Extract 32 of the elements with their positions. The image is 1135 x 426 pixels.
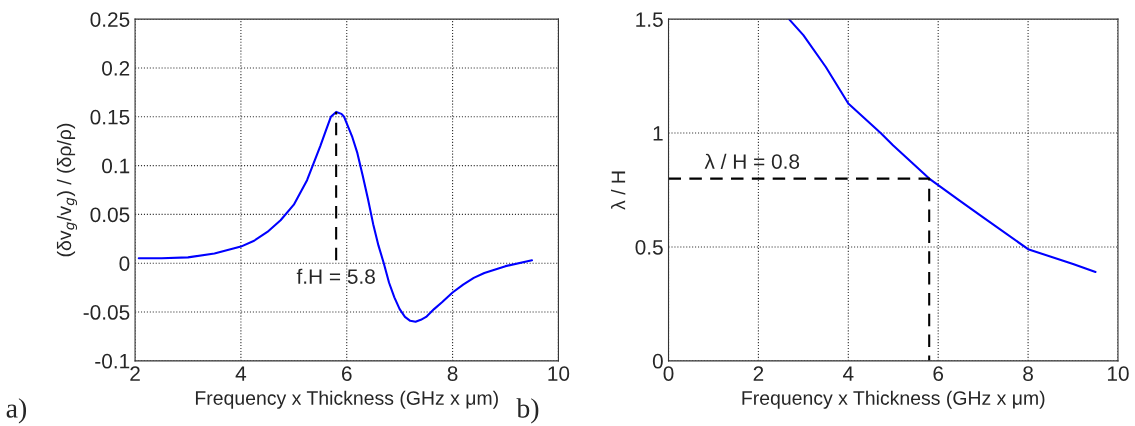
x-tick-label: 6 xyxy=(342,366,352,381)
x-tick-label: 8 xyxy=(447,366,458,381)
y-tick-label: 0 xyxy=(119,256,130,271)
x-tick-label: 2 xyxy=(753,366,764,381)
y-tick-label: 0.25 xyxy=(90,12,130,27)
x-tick-label: 4 xyxy=(842,366,854,381)
x-tick-label: 10 xyxy=(548,366,570,381)
y-tick-label: 0.05 xyxy=(90,207,130,223)
x-tick-label: 8 xyxy=(1023,366,1033,381)
y-tick-label: 1 xyxy=(653,126,663,141)
y-tick-label: 0.2 xyxy=(102,60,130,76)
y-tick-label: -0.05 xyxy=(83,305,130,320)
y-tick-label: 0 xyxy=(652,353,663,369)
y-axis-title: λ / H xyxy=(611,171,626,210)
annotation: f.H = 5.8 xyxy=(296,268,375,284)
y-tick-label: 0.1 xyxy=(102,158,130,174)
y-tick-label: -0.1 xyxy=(95,353,130,369)
y-tick-label: 0.15 xyxy=(90,109,130,125)
x-axis-title: Frequency x Thickness (GHz x μm) xyxy=(195,390,498,409)
x-axis-title: Frequency x Thickness (GHz x μm) xyxy=(742,390,1045,409)
y-tick-label: 1.5 xyxy=(636,12,663,27)
y-axis-title: (δv$_{g}$/v$_{g}$) / (δρ/ρ) xyxy=(56,123,78,257)
text: a) xyxy=(6,398,27,424)
x-tick-label: 6 xyxy=(933,366,944,381)
x-tick-label: 2 xyxy=(130,366,140,381)
x-tick-label: 4 xyxy=(235,366,247,381)
y-tick-label: 0.5 xyxy=(635,239,663,255)
x-tick-label: 10 xyxy=(1107,366,1129,381)
annotation: λ / H = 0.8 xyxy=(704,153,800,169)
line-series xyxy=(137,110,533,323)
text: b) xyxy=(516,398,539,424)
x-tick-label: 0 xyxy=(663,366,674,381)
